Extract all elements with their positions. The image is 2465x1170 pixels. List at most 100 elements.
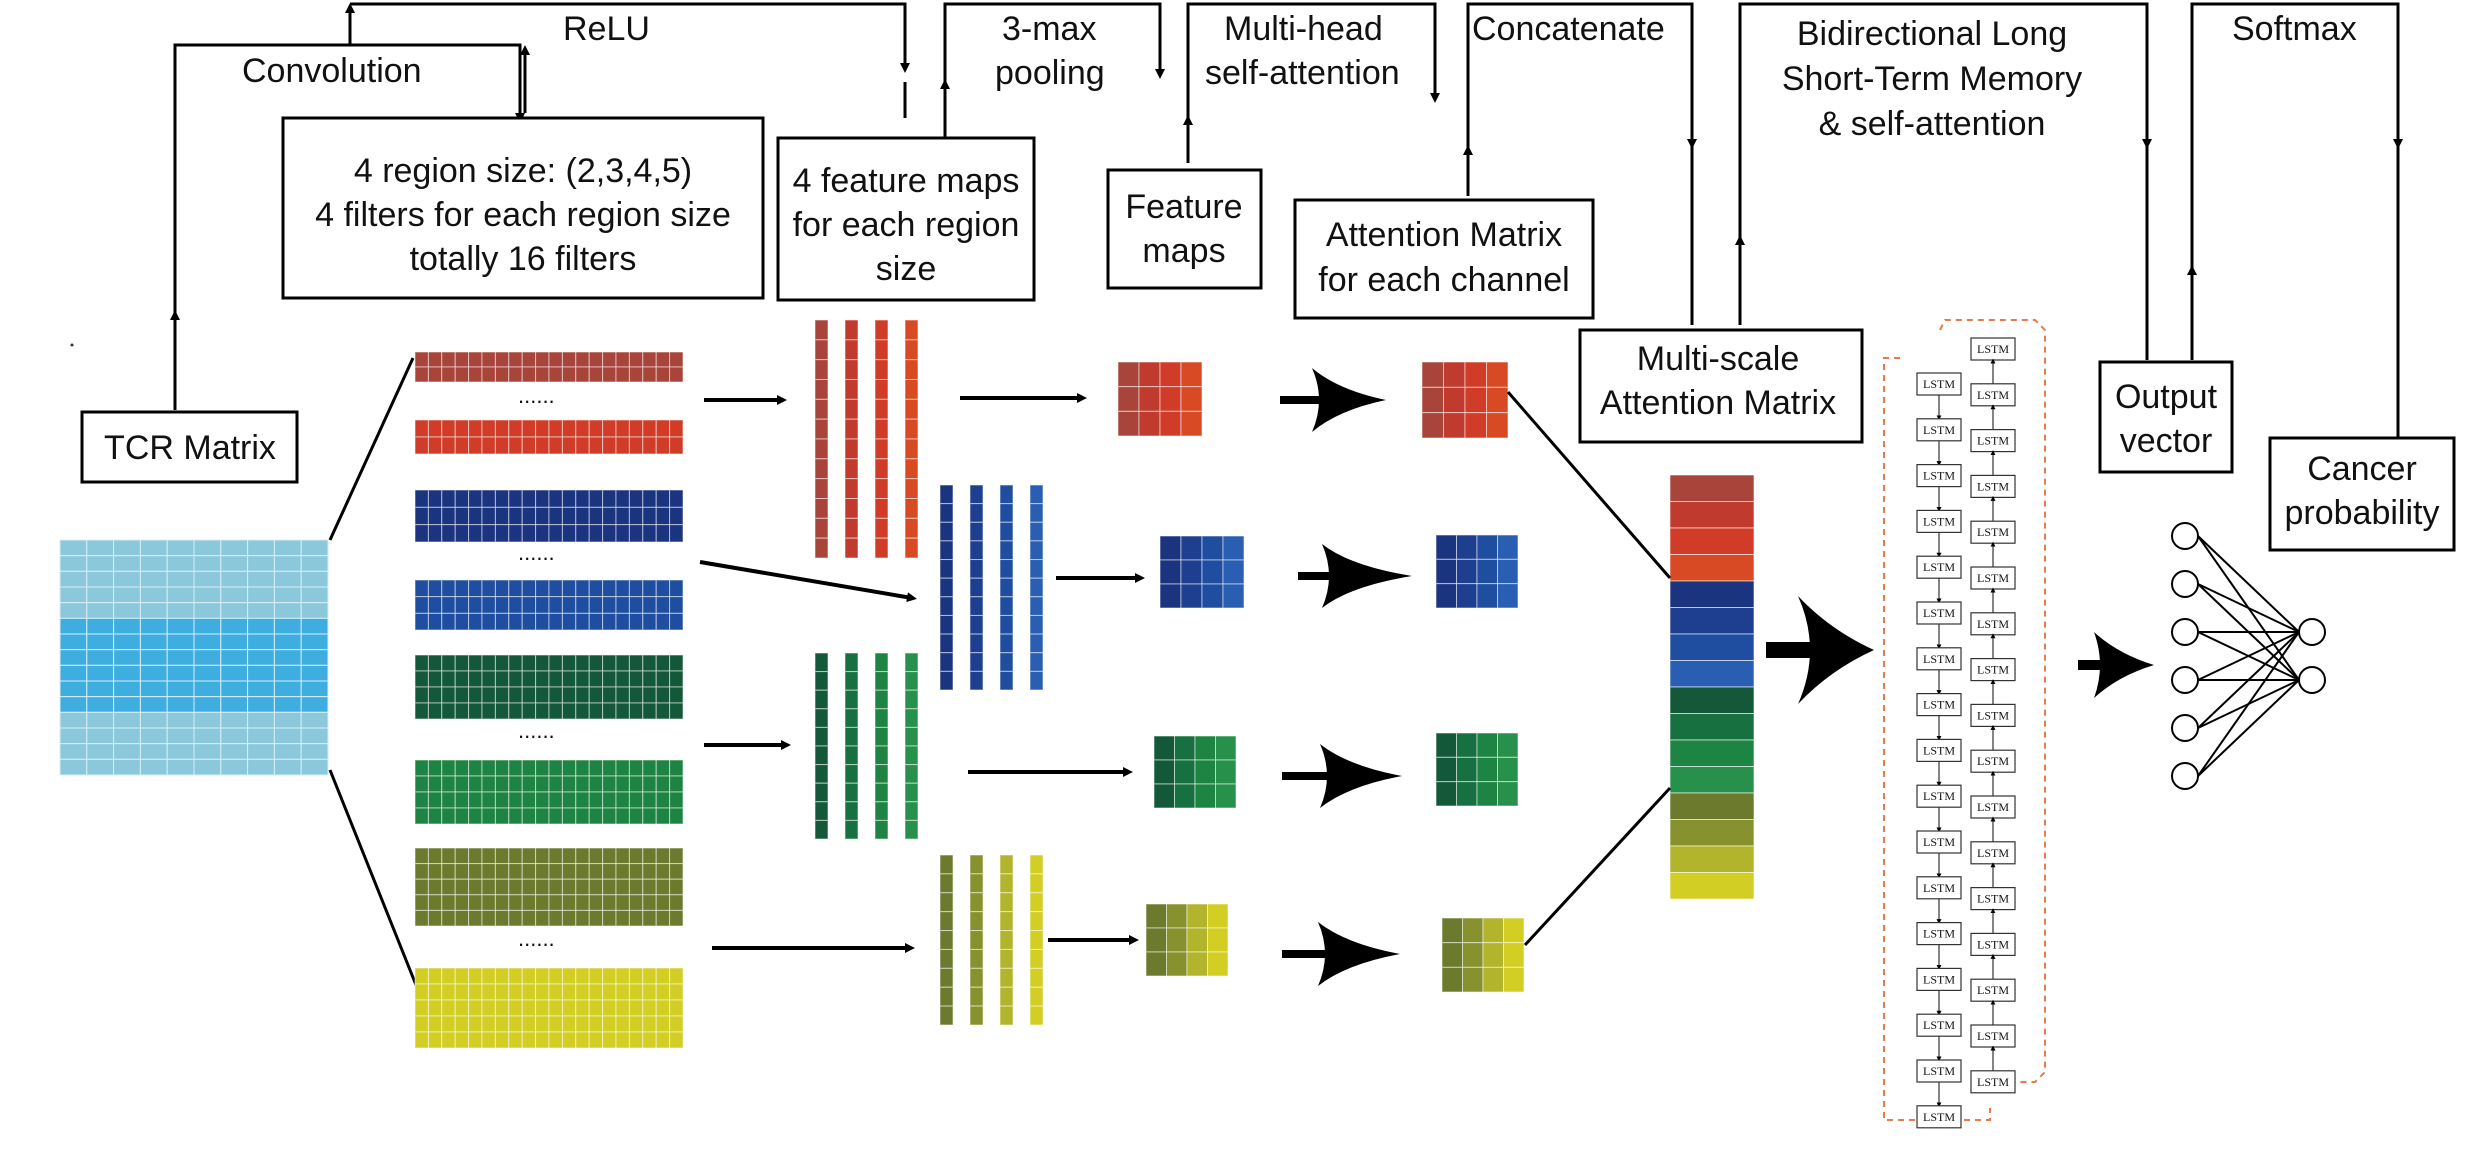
- tcr-matrix-cell: [247, 696, 275, 713]
- filter-strip-5-cell: [628, 702, 644, 720]
- tcr-matrix-cell: [113, 664, 141, 682]
- pooled-matrix-4-cell: [1186, 951, 1208, 977]
- filter-strip-8-cell: [508, 967, 523, 985]
- filter-strip-8-cell: [588, 983, 604, 1001]
- filter-strip-6-cell: [427, 807, 443, 825]
- filter-strip-3-cell: [468, 489, 483, 508]
- tcr-matrix-cell: [139, 680, 168, 698]
- feature-bar-3-1-cell: [814, 782, 829, 803]
- lstm-label: LSTM: [1923, 1064, 1955, 1078]
- feature-bar-4-3: [999, 854, 1014, 1026]
- filter-strip-5-cell: [628, 686, 644, 704]
- filter-strip-7-cell: [669, 878, 684, 896]
- filter-strip-5-cell: [481, 654, 496, 672]
- filter-strip-4-cell: [575, 596, 590, 614]
- filter-strip-8-cell: [561, 1015, 577, 1033]
- tcr-matrix-cell: [86, 602, 115, 619]
- feature-bar-1-4: [904, 319, 919, 559]
- pooled-matrix-3-cell: [1153, 735, 1175, 761]
- filter-strip-5-cell: [508, 686, 523, 704]
- filter-strip-4-cell: [468, 579, 483, 598]
- filter-strip-7-cell: [494, 863, 510, 880]
- feature-bar-3-1-cell: [814, 764, 829, 784]
- filter-strip-7-cell: [642, 894, 657, 911]
- filter-strip-6-cell: [414, 759, 429, 777]
- filter-strip-7-cell: [642, 878, 657, 896]
- pooled-matrix-2-cell: [1222, 583, 1245, 609]
- pooled-matrix-6-cell: [1476, 558, 1498, 585]
- lstm-cell: LSTM: [1970, 749, 2016, 773]
- filter-strip-5-cell: [441, 686, 456, 704]
- tcr-matrix-box: TCR Matrix: [80, 410, 299, 484]
- feature-bar-2-3-cell: [999, 633, 1014, 654]
- lstm-label: LSTM: [1977, 434, 2009, 448]
- tcr-matrix-cell: [166, 758, 195, 776]
- filter-strip-3-cell: [615, 524, 630, 543]
- top-connectors: [170, 2, 2403, 437]
- filter-strip-8-cell: [441, 983, 456, 1001]
- tcr-matrix-cell: [86, 727, 115, 745]
- filter-strip-5-cell: [575, 670, 590, 688]
- svg-text:for each channel: for each channel: [1318, 261, 1569, 299]
- filter-strip-2-cell: [427, 419, 443, 438]
- filter-strip-5-cell: [454, 686, 470, 704]
- thin-arrows: [699, 393, 2140, 953]
- feature-bar-3-2-cell: [844, 726, 859, 747]
- tcr-matrix-cell: [139, 649, 168, 666]
- filter-strip-2-cell: [414, 419, 429, 438]
- filter-strip-7-cell: [468, 863, 483, 880]
- filter-strip-7-cell: [615, 878, 630, 896]
- filter-strip-6-cell: [427, 775, 443, 793]
- filter-strip-6-cell: [521, 759, 537, 777]
- filter-strip-1-cell: [481, 351, 496, 368]
- pooled-matrix-3-cell: [1215, 735, 1237, 761]
- filter-strip-1-cell: [669, 351, 684, 368]
- lstm-label: LSTM: [1977, 892, 2009, 906]
- filter-strip-4: [414, 579, 684, 631]
- lstm-label: LSTM: [1977, 1075, 2009, 1089]
- filter-strip-5-cell: [427, 702, 443, 720]
- filter-strip-4-cell: [669, 579, 684, 598]
- feature-bar-1-1-cell: [814, 398, 829, 420]
- filter-strip-8-cell: [414, 999, 429, 1017]
- pooled-matrix-5-cell: [1443, 386, 1466, 414]
- filter-strip-5-cell: [602, 670, 617, 688]
- filter-strip-3-cell: [481, 524, 496, 543]
- tcr-matrix-cell: [59, 586, 88, 604]
- filter-strip-3-cell: [521, 506, 537, 526]
- filter-strip-5-cell: [602, 654, 617, 672]
- filter-strip-7-cell: [548, 894, 563, 911]
- tcr-matrix-cell: [86, 664, 115, 682]
- feature-bar-4-1-cell: [939, 967, 954, 988]
- filter-strip-8-cell: [602, 967, 617, 985]
- tcr-matrix-cell: [86, 539, 115, 557]
- lstm-label: LSTM: [1923, 1018, 1955, 1032]
- svg-text:4 region size: (2,3,4,5): 4 region size: (2,3,4,5): [354, 152, 692, 190]
- concat-row: [1669, 819, 1755, 847]
- filter-strip-4-cell: [561, 596, 577, 614]
- feature-bar-2-2-cell: [969, 596, 984, 616]
- filter-strip-8-cell: [508, 983, 523, 1001]
- filter-strip-5-cell: [414, 654, 429, 672]
- filter-strip-1-cell: [602, 351, 617, 368]
- filter-strip-5-cell: [468, 702, 483, 720]
- filter-strip-8-cell: [454, 999, 470, 1017]
- filter-strip-5-cell: [508, 670, 523, 688]
- filter-strip-8-cell: [468, 1015, 483, 1033]
- filter-strip-5-cell: [521, 654, 537, 672]
- tcr-matrix-cell: [86, 743, 115, 760]
- filter-strip-1-cell: [642, 351, 657, 368]
- tcr-matrix-cell: [59, 664, 88, 682]
- tcr-matrix-cell: [166, 727, 195, 745]
- pooled-matrix-3-cell: [1153, 783, 1175, 809]
- feature-bar-2-1-cell: [939, 484, 954, 505]
- feature-bar-3-3-cell: [874, 671, 889, 691]
- tcr-matrix-cell: [166, 711, 195, 729]
- filter-strip-6-cell: [628, 791, 644, 809]
- pooled-matrix-8: [1441, 917, 1525, 993]
- filter-strip-3-cell: [481, 489, 496, 508]
- filter-strip-7-cell: [414, 878, 429, 896]
- tcr-matrix-cell: [59, 696, 88, 713]
- feature-maps-region-box: 4 feature maps for each region size: [776, 136, 1036, 302]
- tcr-matrix-cell: [139, 602, 168, 619]
